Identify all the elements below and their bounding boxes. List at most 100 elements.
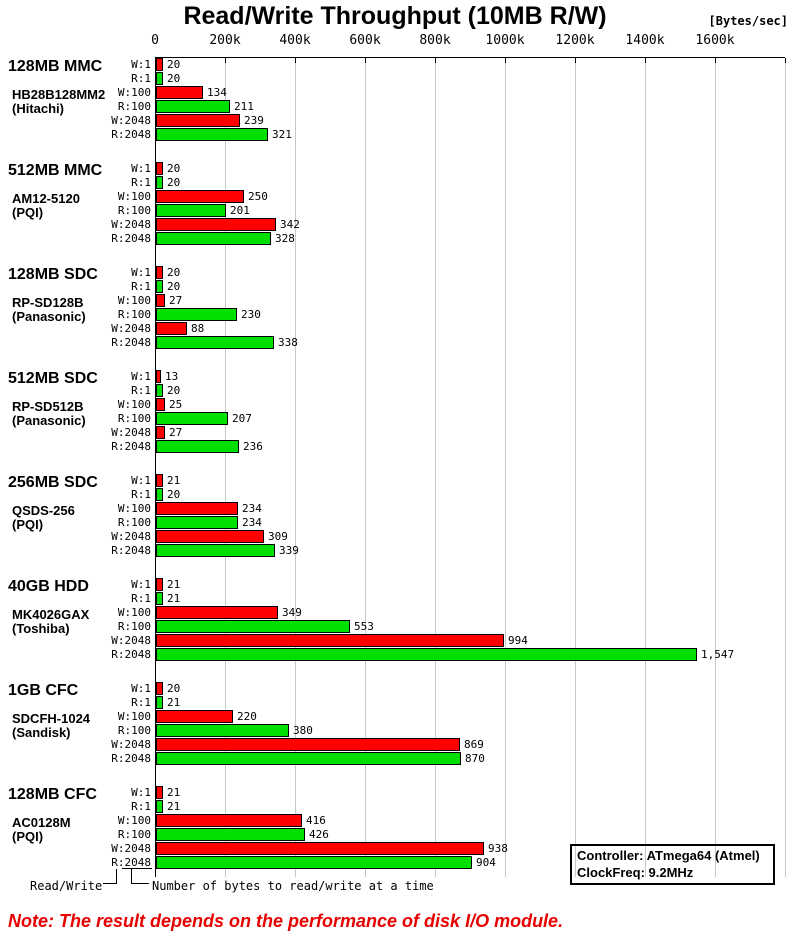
bar-row-label: W:1 <box>131 682 151 695</box>
axis-tick <box>225 58 226 63</box>
group-maker: (Panasonic) <box>12 413 86 428</box>
bar-value-label: 234 <box>242 502 262 515</box>
bar-value-label: 342 <box>280 218 300 231</box>
bar-row-label: R:100 <box>117 412 151 425</box>
bar-value-label: 20 <box>167 162 181 175</box>
gridline <box>785 58 786 877</box>
bar-write <box>156 370 161 383</box>
bar-row-label: R:100 <box>117 204 151 217</box>
bar-value-label: 21 <box>167 786 181 799</box>
bar-row-label: W:1 <box>131 474 151 487</box>
bar-row-label: W:2048 <box>111 530 151 543</box>
bar-write <box>156 814 302 827</box>
bar-value-label: 21 <box>167 696 181 709</box>
bar-read <box>156 724 289 737</box>
bar-row-label: R:2048 <box>111 440 151 453</box>
bar-value-label: 20 <box>167 176 181 189</box>
plot-area <box>155 57 786 877</box>
gridline <box>295 58 296 877</box>
gridline <box>645 58 646 877</box>
bar-read <box>156 516 238 529</box>
group-maker: (PQI) <box>12 829 44 844</box>
bar-row-label: W:1 <box>131 578 151 591</box>
axis-tick-label: 200k <box>209 33 241 48</box>
bar-write <box>156 86 203 99</box>
bar-write <box>156 710 233 723</box>
bar-write <box>156 218 276 231</box>
bar-write <box>156 606 278 619</box>
bar-read <box>156 752 461 765</box>
bar-write <box>156 738 460 751</box>
axis-tick-label: 800k <box>419 33 451 48</box>
bar-value-label: 134 <box>207 86 227 99</box>
bar-row-label: R:100 <box>117 100 151 113</box>
bar-value-label: 994 <box>508 634 528 647</box>
bar-row-label: R:2048 <box>111 232 151 245</box>
bar-row-label: R:1 <box>131 592 151 605</box>
group-model: RP-SD512B <box>12 399 84 414</box>
bar-read <box>156 648 697 661</box>
bar-value-label: 27 <box>169 426 183 439</box>
axis-tick <box>715 58 716 63</box>
gridline <box>435 58 436 877</box>
bar-write <box>156 502 238 515</box>
group-name: 256MB SDC <box>8 474 98 491</box>
bar-value-label: 21 <box>167 474 181 487</box>
group-name: 1GB CFC <box>8 682 79 699</box>
bar-write <box>156 294 165 307</box>
bar-row-label: R:100 <box>117 724 151 737</box>
bar-row-label: W:1 <box>131 162 151 175</box>
bar-read <box>156 204 226 217</box>
axis-tick-label: 1400k <box>625 33 665 48</box>
controller-info-line1: Controller: ATmega64 (Atmel) <box>577 848 760 863</box>
group-model: RP-SD128B <box>12 295 84 310</box>
group-name: 512MB SDC <box>8 370 98 387</box>
bar-read <box>156 232 271 245</box>
bar-value-label: 201 <box>230 204 250 217</box>
bar-write <box>156 530 264 543</box>
bar-value-label: 20 <box>167 682 181 695</box>
bar-write <box>156 682 163 695</box>
bar-value-label: 20 <box>167 280 181 293</box>
bar-row-label: R:2048 <box>111 648 151 661</box>
bar-row-label: R:2048 <box>111 752 151 765</box>
gridline <box>365 58 366 877</box>
bar-value-label: 220 <box>237 710 257 723</box>
axis-tick-label: 1600k <box>695 33 735 48</box>
bar-value-label: 20 <box>167 384 181 397</box>
bar-value-label: 309 <box>268 530 288 543</box>
group-name: 40GB HDD <box>8 578 89 595</box>
axis-tick <box>505 58 506 63</box>
group-model: HB28B128MM2 <box>12 87 106 102</box>
bar-row-label: W:2048 <box>111 842 151 855</box>
bar-value-label: 426 <box>309 828 329 841</box>
bar-read <box>156 544 275 557</box>
bar-row-label: R:100 <box>117 308 151 321</box>
axis-tick-label: 600k <box>349 33 381 48</box>
bar-row-label: W:2048 <box>111 634 151 647</box>
group-model: QSDS-256 <box>12 503 75 518</box>
bar-value-label: 869 <box>464 738 484 751</box>
gridline <box>505 58 506 877</box>
group-model: AM12-5120 <box>12 191 80 206</box>
group-maker: (Panasonic) <box>12 309 86 324</box>
bar-value-label: 20 <box>167 266 181 279</box>
bar-read <box>156 384 163 397</box>
group-model: SDCFH-1024 <box>12 711 91 726</box>
bar-write <box>156 398 165 411</box>
bar-row-label: R:1 <box>131 280 151 293</box>
bar-write <box>156 58 163 71</box>
bar-value-label: 20 <box>167 72 181 85</box>
group-name: 128MB CFC <box>8 786 97 803</box>
bar-read <box>156 856 472 869</box>
bar-write <box>156 578 163 591</box>
bar-read <box>156 696 163 709</box>
bar-value-label: 338 <box>278 336 298 349</box>
bar-value-label: 380 <box>293 724 313 737</box>
axis-tick <box>365 58 366 63</box>
bar-value-label: 339 <box>279 544 299 557</box>
read-write-bracket-line <box>103 869 117 884</box>
bar-read <box>156 440 239 453</box>
axis-tick <box>435 58 436 63</box>
bar-value-label: 21 <box>167 592 181 605</box>
